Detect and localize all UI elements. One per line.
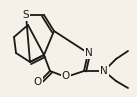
Text: N: N xyxy=(100,66,108,76)
Text: O: O xyxy=(62,71,70,81)
Text: N: N xyxy=(85,48,93,58)
Text: O: O xyxy=(34,77,42,87)
Text: S: S xyxy=(23,10,29,20)
